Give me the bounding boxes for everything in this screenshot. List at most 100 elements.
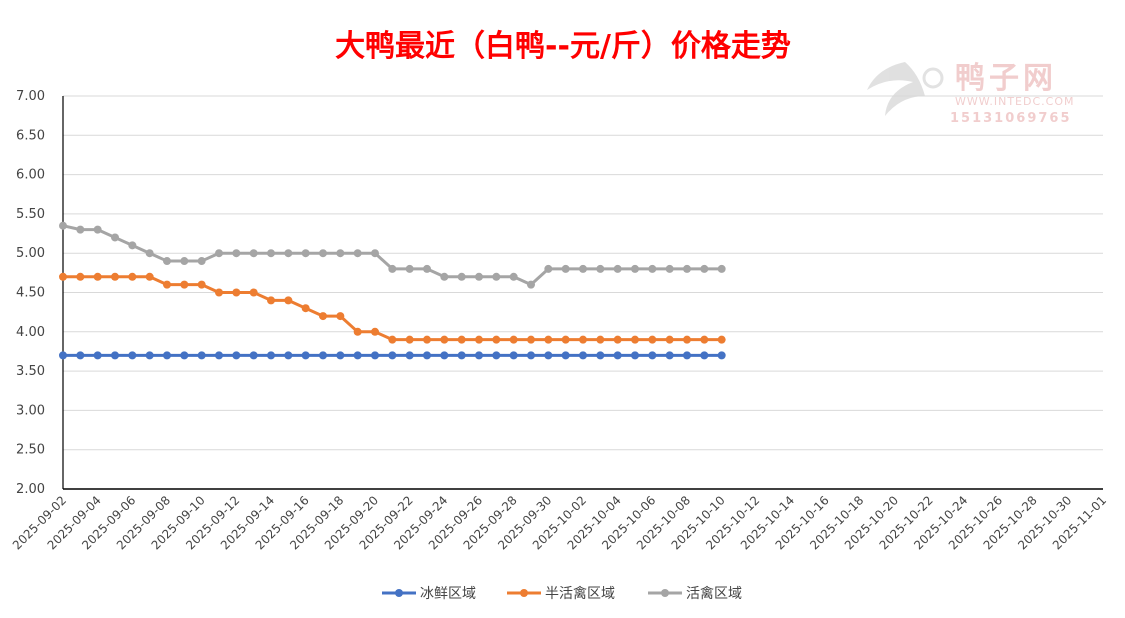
axes — [62, 96, 1103, 490]
data-point — [267, 249, 275, 258]
watermark-url: WWW.INTEDC.COM — [955, 95, 1074, 108]
data-point — [648, 335, 657, 344]
y-tick-label: 3.50 — [16, 364, 45, 379]
data-point — [59, 272, 67, 281]
data-point — [388, 264, 397, 273]
data-point — [700, 351, 709, 360]
watermark-phone: 15131069765 — [950, 111, 1072, 126]
data-point — [353, 327, 362, 336]
data-point — [371, 351, 379, 360]
y-axis-ticks: 2.00 2.50 3.00 3.50 4.00 4.50 5.00 5.50 6.00 6.50… — [16, 89, 45, 497]
data-point — [336, 312, 345, 321]
data-point — [215, 351, 223, 360]
data-point — [128, 241, 137, 250]
data-point — [111, 351, 119, 360]
data-point — [440, 335, 449, 344]
data-point — [579, 351, 587, 360]
y-tick-label: 4.00 — [16, 325, 45, 340]
data-point — [284, 249, 293, 258]
data-point — [128, 272, 137, 281]
data-point — [93, 272, 102, 281]
duck-head-icon — [922, 67, 944, 89]
data-point — [544, 264, 553, 273]
y-tick-label: 2.50 — [16, 443, 45, 458]
data-point — [301, 249, 310, 258]
data-point — [683, 264, 691, 273]
y-tick-label: 7.00 — [16, 89, 45, 104]
data-point — [648, 351, 657, 360]
data-point — [596, 351, 605, 360]
data-point — [301, 351, 310, 360]
data-point — [76, 351, 85, 360]
data-point — [353, 249, 362, 258]
watermark-logo: 鸭子网 WWW.INTEDC.COM 15131069765 — [867, 61, 1074, 126]
data-point — [197, 280, 206, 289]
data-point — [405, 264, 414, 273]
chart-title: 大鸭最近（白鸭--元/斤）价格走势 — [335, 29, 791, 64]
legend-marker — [520, 589, 528, 597]
data-point — [492, 351, 501, 360]
data-point — [683, 335, 691, 344]
data-point — [180, 257, 189, 266]
data-point — [336, 351, 345, 360]
data-point — [163, 257, 171, 266]
data-point — [59, 221, 67, 230]
data-point — [561, 335, 570, 344]
data-point — [371, 327, 379, 336]
data-point — [717, 264, 726, 273]
data-point — [509, 272, 518, 281]
x-axis-ticks: 2025-09-022025-09-042025-09-062025-09-08… — [10, 493, 1109, 552]
data-point — [163, 351, 171, 360]
data-point — [440, 272, 449, 281]
data-point — [423, 264, 431, 273]
data-point — [249, 288, 258, 297]
data-point — [561, 264, 570, 273]
data-point — [492, 272, 501, 281]
data-point — [665, 335, 674, 344]
duck-logo-icon — [867, 62, 925, 116]
data-point — [388, 351, 397, 360]
data-point — [111, 233, 119, 242]
data-point — [613, 335, 622, 344]
watermark-brand: 鸭子网 — [955, 61, 1057, 96]
data-point — [440, 351, 449, 360]
data-point — [596, 264, 605, 273]
data-point — [405, 335, 414, 344]
data-point — [215, 288, 223, 297]
data-point — [371, 249, 379, 258]
data-point — [284, 351, 293, 360]
data-point — [163, 280, 171, 289]
data-point — [475, 272, 483, 281]
data-point — [648, 264, 657, 273]
data-point — [232, 288, 241, 297]
data-point — [232, 351, 241, 360]
data-point — [111, 272, 119, 281]
data-point — [76, 225, 85, 234]
legend-marker — [661, 589, 669, 597]
data-point — [527, 280, 535, 289]
legend-label: 活禽区域 — [686, 585, 742, 602]
data-point — [631, 351, 639, 360]
data-point — [631, 335, 639, 344]
data-point — [423, 351, 431, 360]
data-point — [215, 249, 223, 258]
legend-marker — [395, 589, 403, 597]
data-point — [457, 272, 466, 281]
data-point — [301, 304, 310, 313]
data-point — [405, 351, 414, 360]
data-point — [128, 351, 137, 360]
data-point — [145, 351, 154, 360]
data-point — [700, 264, 709, 273]
data-point — [475, 351, 483, 360]
data-point — [475, 335, 483, 344]
data-point — [249, 351, 258, 360]
data-point — [613, 351, 622, 360]
data-point — [319, 249, 327, 258]
data-point — [59, 351, 67, 360]
series-line-2 — [63, 275, 722, 342]
series-group — [59, 221, 726, 360]
y-tick-label: 4.50 — [16, 286, 45, 301]
data-point — [509, 351, 518, 360]
data-point — [457, 335, 466, 344]
